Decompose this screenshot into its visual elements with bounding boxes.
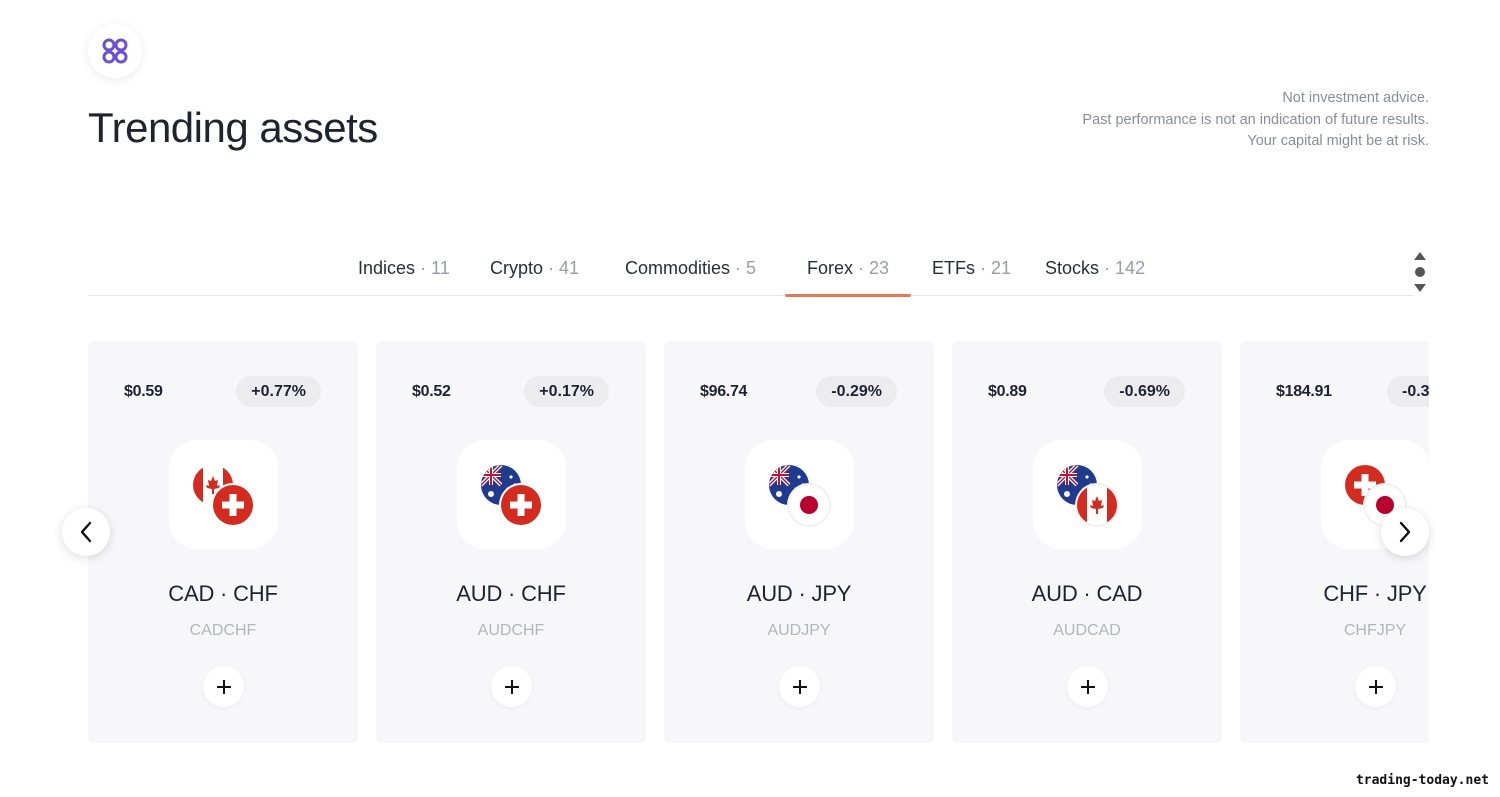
asset-price: $0.89 [988, 383, 1027, 400]
chevron-left-icon [80, 521, 92, 543]
ticker-symbol: AUDCHF [477, 622, 545, 639]
add-button[interactable] [1355, 666, 1396, 707]
tab-stocks[interactable]: Stocks · 142 [1045, 258, 1145, 296]
add-button[interactable] [779, 666, 820, 707]
ticker-symbol: CADCHF [189, 622, 257, 639]
pair-name: AUD · CAD [1031, 581, 1143, 606]
disclaimer-line: Not investment advice. [1282, 90, 1429, 106]
logo[interactable] [88, 24, 142, 78]
tab-count: · 21 [980, 258, 1012, 278]
watermark: trading-today.net [1355, 773, 1489, 788]
currency-pair-icon [745, 440, 854, 549]
page-title: Trending assets [88, 104, 378, 151]
currency-pair-icon [1033, 440, 1142, 549]
tab-forex[interactable]: Forex · 23 [784, 258, 912, 297]
add-button[interactable] [203, 666, 244, 707]
tab-label: Stocks [1045, 258, 1100, 278]
tab-count: · 5 [735, 258, 757, 278]
tab-label: Indices [358, 258, 416, 278]
disclaimer-line: Your capital might be at risk. [1247, 133, 1429, 149]
plus-icon [504, 679, 519, 694]
asset-card-cadchf[interactable]: $0.59 +0.77% CAD · CHF CADCHF [88, 341, 358, 743]
tab-indices[interactable]: Indices · 11 [358, 258, 450, 296]
asset-tabs: Indices · 11 Crypto · 41 Commodities · 5… [88, 248, 1414, 297]
carousel-next-button[interactable] [1381, 508, 1429, 556]
japan-flag-icon [787, 483, 831, 527]
plus-icon [1368, 679, 1383, 694]
tab-label: ETFs [932, 258, 975, 278]
tab-crypto[interactable]: Crypto · 41 [490, 258, 579, 296]
change-badge: -0.69% [1104, 376, 1185, 407]
asset-price: $0.52 [412, 383, 451, 400]
asset-price: $96.74 [700, 383, 748, 400]
currency-pair-icon [169, 440, 278, 549]
switzerland-flag-icon [499, 483, 543, 527]
ticker-symbol: AUDCAD [1053, 622, 1121, 639]
disclaimer: Not investment advice. Past performance … [1082, 88, 1429, 153]
plus-icon [1080, 679, 1095, 694]
asset-card-audcad[interactable]: $0.89 -0.69% AUD · CAD AUDCAD [952, 341, 1222, 743]
change-badge: +0.77% [236, 376, 321, 407]
tab-count: · 23 [858, 258, 890, 278]
tab-count: · 41 [548, 258, 580, 278]
four-circles-icon [102, 38, 128, 64]
carousel-prev-button[interactable] [62, 508, 110, 556]
ticker-symbol: CHFJPY [1343, 622, 1407, 639]
scroll-down-icon[interactable] [1414, 284, 1426, 292]
chevron-right-icon [1399, 521, 1411, 543]
canada-flag-icon [1075, 483, 1119, 527]
tab-count: · 11 [420, 258, 450, 278]
tab-count: · 142 [1104, 258, 1146, 278]
pair-name: CHF · JPY [1323, 581, 1427, 606]
ticker-symbol: AUDJPY [767, 622, 831, 639]
switzerland-flag-icon [211, 483, 255, 527]
asset-price: $184.91 [1276, 383, 1332, 400]
scroll-dot-icon [1415, 267, 1425, 277]
plus-icon [216, 679, 231, 694]
asset-card-audjpy[interactable]: $96.74 -0.29% AUD · JPY AUDJPY [664, 341, 934, 743]
asset-carousel: $0.59 +0.77% CAD · CHF CADCHF $0.52 +0.1… [88, 341, 1429, 744]
scroll-control[interactable] [1413, 252, 1427, 296]
tab-commodities[interactable]: Commodities · 5 [625, 258, 756, 296]
change-badge: -0.3 [1387, 376, 1429, 407]
plus-icon [792, 679, 807, 694]
currency-pair-icon [457, 440, 566, 549]
pair-name: CAD · CHF [168, 581, 278, 606]
pair-name: AUD · CHF [456, 581, 566, 606]
asset-card-audchf[interactable]: $0.52 +0.17% AUD · CHF AUDCHF [376, 341, 646, 743]
pair-name: AUD · JPY [746, 581, 852, 606]
change-badge: +0.17% [524, 376, 609, 407]
tab-label: Crypto [490, 258, 544, 278]
asset-price: $0.59 [124, 383, 163, 400]
tab-etfs[interactable]: ETFs · 21 [932, 258, 1011, 296]
tab-label: Commodities [625, 258, 731, 278]
scroll-up-icon[interactable] [1414, 252, 1426, 260]
change-badge: -0.29% [816, 376, 897, 407]
add-button[interactable] [1067, 666, 1108, 707]
add-button[interactable] [491, 666, 532, 707]
disclaimer-line: Past performance is not an indication of… [1082, 111, 1429, 128]
tab-label: Forex [807, 258, 854, 278]
